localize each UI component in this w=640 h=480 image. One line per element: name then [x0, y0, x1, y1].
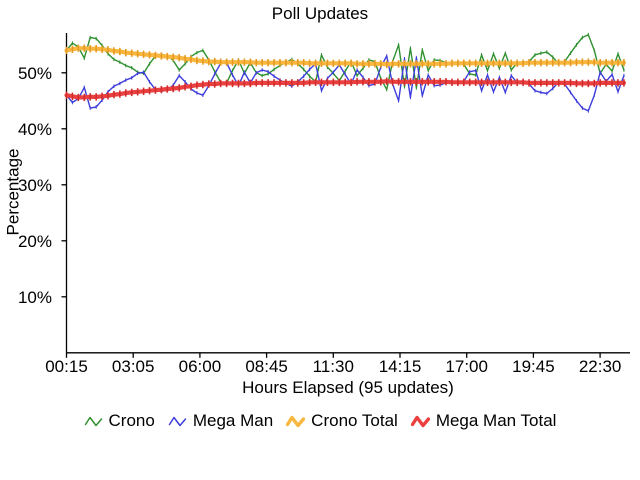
x-tick-label: 03:05: [111, 357, 155, 376]
legend-swatch-line: [286, 415, 306, 427]
y-tick-label: 30%: [17, 175, 52, 195]
x-tick-label: 06:00: [178, 357, 222, 376]
x-tick-label: 08:45: [245, 357, 288, 376]
legend-label: Mega Man Total: [435, 411, 557, 430]
y-tick-label: 40%: [17, 119, 52, 139]
legend-item-crono-total: Crono Total: [286, 411, 398, 431]
y-tick-label: 50%: [17, 63, 52, 83]
x-tick-label: 22:30: [578, 357, 622, 376]
legend-swatch-mega-man-total-icon: [410, 415, 430, 427]
x-tick-label: 11:30: [312, 357, 354, 376]
legend-swatch-crono-total-icon: [286, 415, 306, 427]
y-tick-label: 10%: [17, 287, 52, 307]
x-tick-label: 00:15: [45, 357, 88, 376]
legend-swatch-line: [84, 416, 102, 426]
legend-swatch-mega-man-icon: [168, 416, 187, 426]
legend-label: Crono Total: [311, 411, 398, 430]
legend-label: Crono: [108, 411, 155, 430]
legend-swatch-line: [410, 415, 430, 427]
legend-item-mega-man: Mega Man: [168, 411, 273, 431]
legend-label: Mega Man: [192, 411, 274, 430]
x-tick-label: 17:00: [445, 357, 488, 376]
legend-item-mega-man-total: Mega Man Total: [410, 411, 557, 431]
legend-swatch-line: [168, 416, 187, 426]
x-tick-label: 19:45: [512, 357, 555, 376]
legend-item-crono: Crono: [84, 411, 155, 431]
x-axis-title: Hours Elapsed (95 updates): [242, 378, 454, 397]
legend-swatch-crono-icon: [84, 416, 102, 426]
legend: Crono Mega Man Crono Total Mega Man Total: [0, 411, 640, 431]
y-tick-label: 20%: [17, 231, 52, 251]
chart-title: Poll Updates: [271, 4, 369, 23]
x-tick-label: 14:15: [378, 357, 422, 376]
